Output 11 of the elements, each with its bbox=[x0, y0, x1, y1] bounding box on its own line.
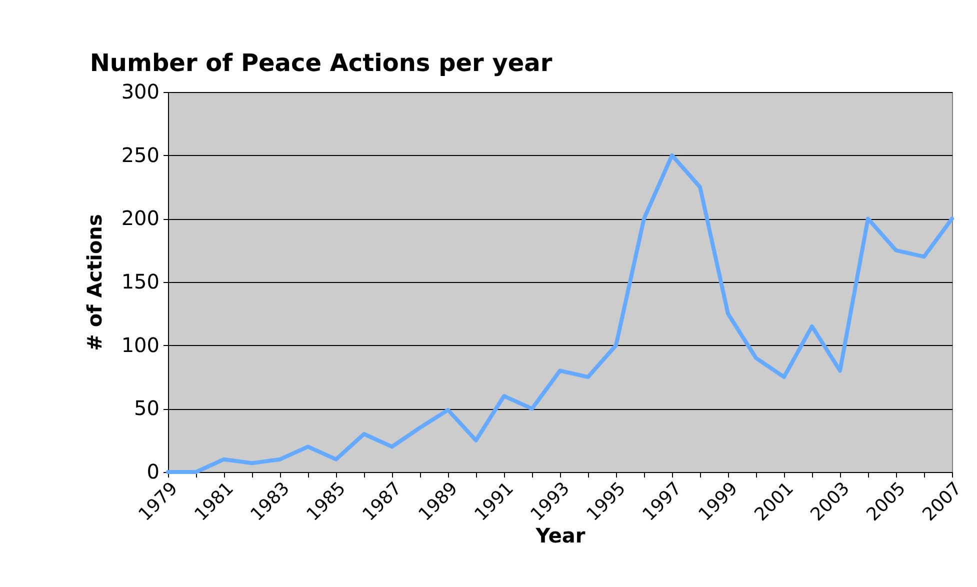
y-tick-label: 150 bbox=[121, 270, 160, 294]
x-axis-title: Year bbox=[534, 524, 586, 548]
y-tick-label: 50 bbox=[134, 396, 160, 420]
y-tick-label: 0 bbox=[146, 460, 160, 484]
line-series bbox=[166, 153, 954, 474]
y-tick-label: 300 bbox=[121, 80, 160, 104]
y-tick-label: 250 bbox=[121, 142, 160, 167]
chart-title: Number of Peace Actions per year bbox=[90, 49, 552, 77]
y-tick-label: 200 bbox=[121, 206, 160, 230]
y-axis-title: # of Actions bbox=[82, 214, 106, 351]
y-tick-label: 100 bbox=[121, 332, 160, 357]
